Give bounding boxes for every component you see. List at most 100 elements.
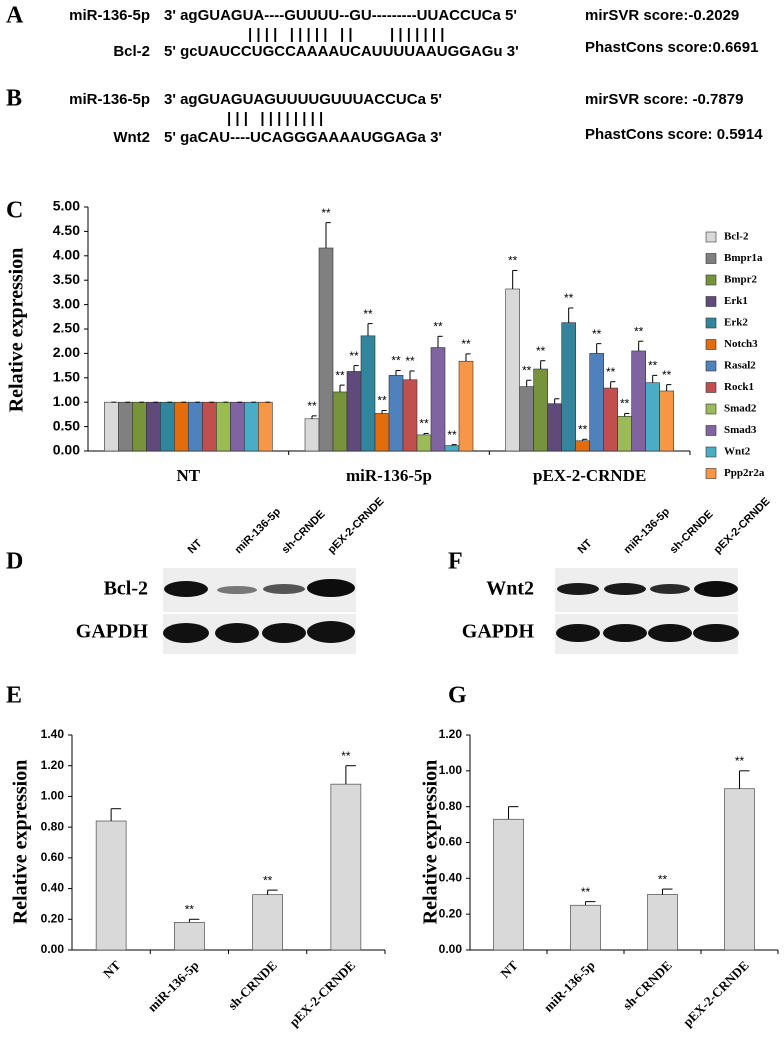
significance-label: ** <box>658 872 668 886</box>
y-axis-label: Relative expression <box>420 760 442 925</box>
y-tick-label: 0.80 <box>439 799 463 813</box>
significance-label: ** <box>606 365 616 379</box>
legend-label: Erk2 <box>724 317 748 329</box>
bar <box>444 445 460 452</box>
y-tick-label: 0.50 <box>53 417 80 433</box>
bar <box>519 386 534 452</box>
legend-swatch <box>705 360 717 372</box>
panel-label: B <box>6 86 22 112</box>
band <box>262 623 306 643</box>
lane-label: pEX-2-CRNDE <box>712 495 773 556</box>
bar <box>118 401 133 452</box>
x-tick-label: sh-CRNDE <box>620 958 675 1013</box>
y-tick-label: 0.00 <box>53 442 80 458</box>
significance-label: ** <box>578 422 588 436</box>
y-tick-label: 3.50 <box>53 271 80 287</box>
significance-label: ** <box>620 397 630 411</box>
row-label: Wnt2 <box>486 578 534 600</box>
row-label: Bcl-2 <box>104 578 148 600</box>
band <box>604 583 646 595</box>
significance-label: ** <box>461 337 471 351</box>
y-tick-label: 0.20 <box>41 911 65 925</box>
target-seq: 5' gcUAUCCUGCCAAAAUCAUUUUAAUGGAGu 3' <box>164 43 519 60</box>
bar <box>374 413 390 452</box>
y-tick-label: 2.00 <box>53 344 80 360</box>
bar <box>104 401 119 452</box>
x-tick-label: miR-136-5p <box>346 466 432 485</box>
significance-label: ** <box>508 254 518 268</box>
target-name: Bcl-2 <box>113 43 150 60</box>
y-tick-label: 1.20 <box>41 758 65 772</box>
score: mirSVR score:-0.2029 <box>585 7 739 24</box>
significance-label: ** <box>185 902 195 916</box>
bar <box>188 401 203 452</box>
legend-swatch <box>705 339 717 350</box>
legend-label: Notch3 <box>724 338 758 350</box>
bar <box>645 382 660 452</box>
significance-label: ** <box>263 873 273 887</box>
bar <box>258 401 273 452</box>
legend-label: Rasal2 <box>724 360 756 372</box>
significance-label: ** <box>349 349 359 363</box>
pairing: | | | | | | | | | | | <box>227 110 323 127</box>
bar <box>360 335 376 452</box>
bar <box>160 401 175 452</box>
panel-label: F <box>448 549 463 575</box>
y-tick-label: 3.00 <box>53 295 80 311</box>
lane-labels: NT miR-136-5p sh-CRNDE pEX-2-CRNDE <box>186 495 387 556</box>
significance-label: ** <box>405 354 415 368</box>
panel-label: A <box>6 3 24 29</box>
legend-swatch <box>705 382 717 393</box>
bar <box>724 788 755 951</box>
bar <box>388 375 404 452</box>
bar <box>617 416 632 452</box>
panel-label: G <box>448 683 467 709</box>
bar <box>430 347 446 452</box>
mirna-seq: 3' agGUAGUA----GUUUU--GU---------UUACCUC… <box>164 7 517 24</box>
band <box>557 583 599 595</box>
bar <box>330 783 362 951</box>
row-label: GAPDH <box>462 621 535 643</box>
legend-label: Bcl-2 <box>724 231 749 243</box>
y-tick-label: 1.20 <box>439 727 463 741</box>
bar <box>631 350 646 452</box>
legend-swatch <box>705 274 717 286</box>
bar <box>95 820 127 951</box>
legend-label: Rock1 <box>724 381 754 393</box>
mirna-name: miR-136-5p <box>69 7 150 24</box>
x-tick-label: NT <box>497 957 521 981</box>
lane-label: miR-136-5p <box>233 506 284 557</box>
band <box>693 624 739 642</box>
bar <box>174 922 205 951</box>
target-name: Wnt2 <box>113 129 150 146</box>
bar <box>647 894 678 951</box>
significance-label: ** <box>634 324 644 338</box>
lane-label: miR-136-5p <box>622 506 673 557</box>
significance-label: ** <box>735 754 745 768</box>
y-tick-label: 1.40 <box>41 727 65 741</box>
legend-swatch <box>705 253 717 264</box>
bar <box>230 401 245 452</box>
band <box>163 623 209 643</box>
bar <box>416 434 432 452</box>
lane-labels: NT miR-136-5p sh-CRNDE pEX-2-CRNDE <box>576 495 773 556</box>
legend-swatch <box>705 317 717 329</box>
bar <box>458 360 474 452</box>
score: PhastCons score:0.6691 <box>585 39 758 56</box>
lane-label: NT <box>576 537 595 556</box>
x-tick-label: pEX-2-CRNDE <box>286 958 358 1030</box>
y-tick-label: 0.60 <box>41 850 65 864</box>
band <box>694 581 738 597</box>
legend-label: Erk1 <box>724 295 748 307</box>
score: PhastCons score: 0.5914 <box>585 126 763 143</box>
bar <box>174 401 189 452</box>
x-tick-label: NT <box>177 466 201 485</box>
band <box>307 579 355 597</box>
band <box>603 624 647 642</box>
bar <box>244 401 259 452</box>
x-tick-label: NT <box>100 957 124 981</box>
lane-label: sh-CRNDE <box>280 508 328 556</box>
blot <box>163 568 356 654</box>
legend-label: Ppp2r2a <box>724 467 765 479</box>
